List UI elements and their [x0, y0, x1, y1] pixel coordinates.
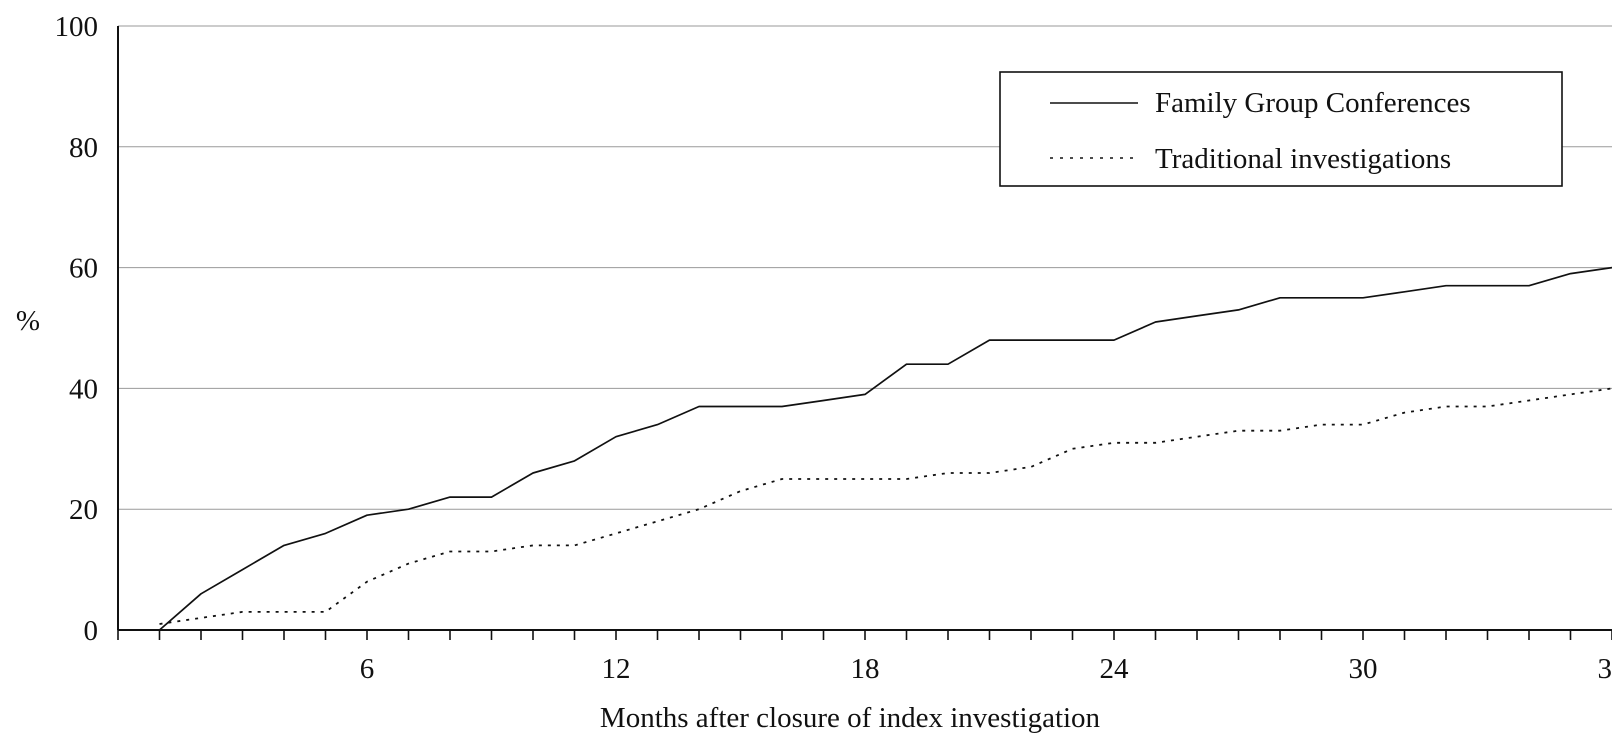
y-axis-label: % — [16, 305, 40, 337]
legend-box — [999, 71, 1563, 187]
y-tick-label-60: 60 — [69, 253, 98, 285]
x-tick-label-36: 36 — [1598, 653, 1612, 685]
y-tick-label-0: 0 — [84, 615, 99, 647]
legend-label-traditional-investigations: Traditional investigations — [1155, 143, 1451, 175]
y-tick-label-100: 100 — [55, 11, 99, 43]
x-axis-ticks: 6 12 18 24 30 36 — [117, 630, 1612, 685]
series-lines — [158, 266, 1612, 631]
legend: Family Group Conferences Traditional inv… — [999, 71, 1563, 187]
series-line-family-group-conferences — [158, 266, 1612, 631]
x-tick-label-24: 24 — [1100, 653, 1130, 685]
series-line-traditional-investigations — [159, 387, 1612, 625]
x-tick-label-12: 12 — [602, 653, 631, 685]
y-axis-ticks: 0 20 40 60 80 100 — [55, 11, 99, 647]
y-tick-label-80: 80 — [69, 132, 98, 164]
y-tick-label-20: 20 — [69, 494, 98, 526]
x-tick-label-30: 30 — [1349, 653, 1378, 685]
x-tick-label-18: 18 — [851, 653, 880, 685]
legend-label-family-group-conferences: Family Group Conferences — [1155, 87, 1471, 119]
y-tick-label-40: 40 — [69, 373, 98, 405]
x-tick-label-6: 6 — [360, 653, 375, 685]
x-axis-label: Months after closure of index investigat… — [600, 702, 1101, 734]
